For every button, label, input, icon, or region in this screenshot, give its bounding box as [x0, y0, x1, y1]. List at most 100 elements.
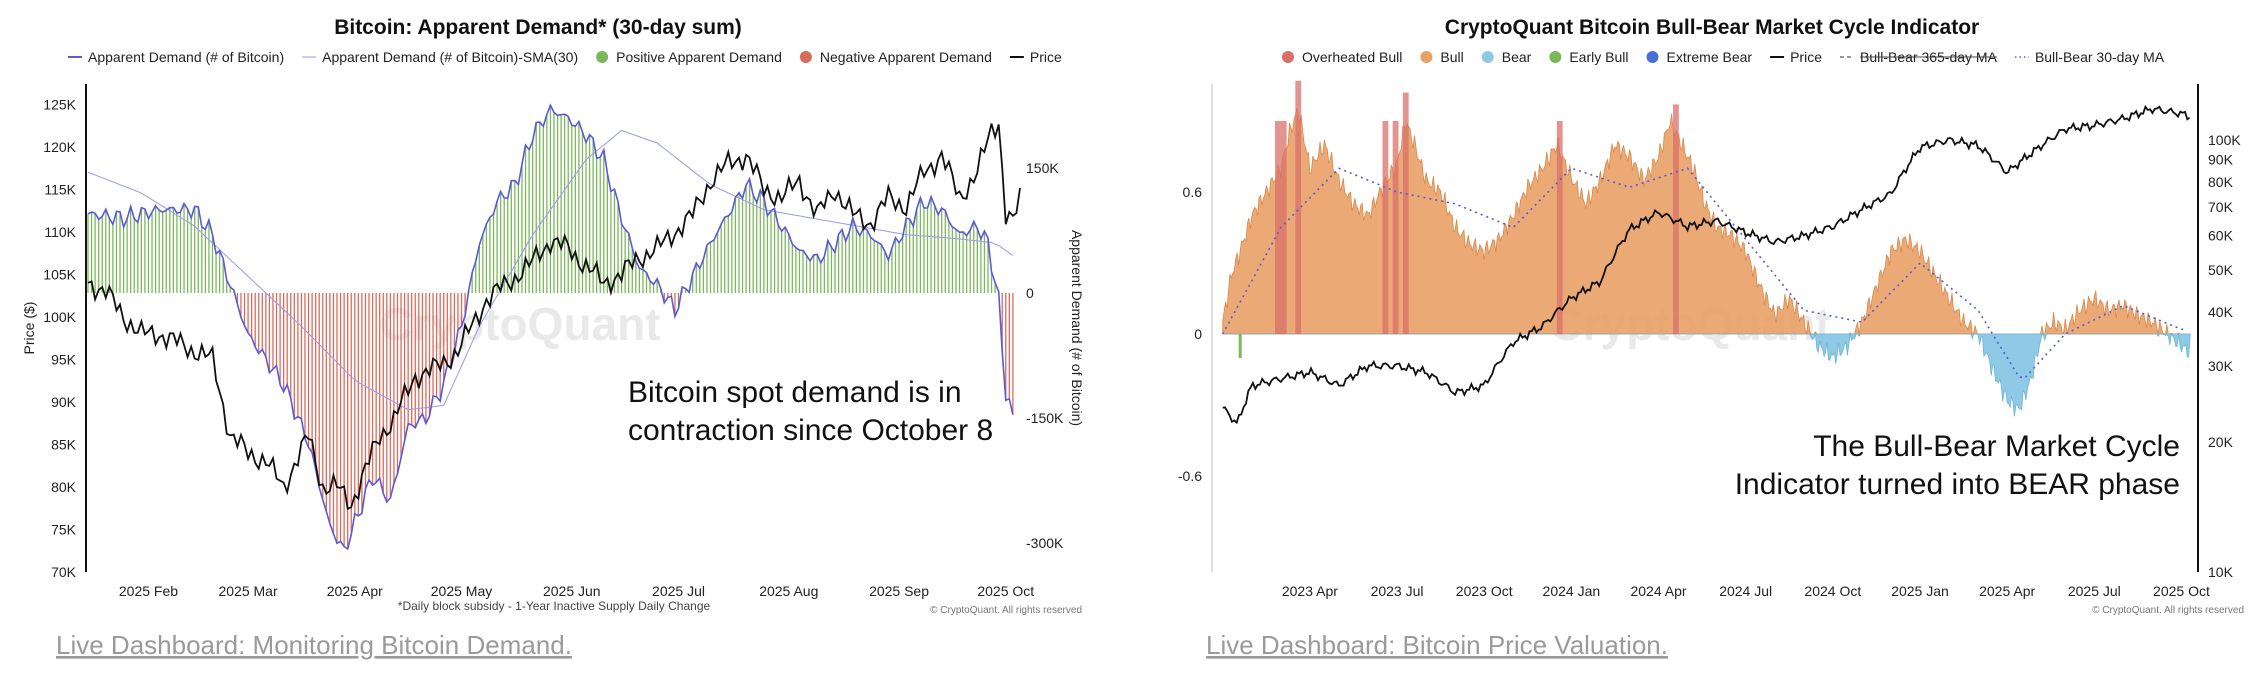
price-tick-label: 120K — [43, 139, 76, 155]
indicator-areas — [1222, 80, 2191, 417]
left-watermark: CryptoQuant — [379, 298, 660, 350]
right-ylabel: Apparent Demand (# of Bitcoin) — [1069, 230, 1085, 426]
price-tick-label: 75K — [51, 521, 77, 537]
demand-tick-label: -150K — [1026, 410, 1064, 426]
right-price-ticks: 100K 90K 80K 70K 60K 50K 40K 30K 20K 10K — [2208, 132, 2241, 580]
right-price-tick-label: 100K — [2208, 132, 2241, 148]
right-legend-label: Bear — [1502, 49, 1532, 65]
left-copyright: © CryptoQuant. All rights reserved — [930, 605, 1082, 616]
price-tick-label: 100K — [43, 309, 76, 325]
left-legend-label: Negative Apparent Demand — [820, 49, 992, 65]
left-legend-label: Positive Apparent Demand — [616, 49, 782, 65]
sma-line — [87, 129, 1014, 411]
left-legend-label: Price — [1030, 49, 1062, 65]
left-price-line — [87, 123, 1021, 511]
left-x-tick-label: 2025 Apr — [327, 583, 383, 599]
right-legend-item[interactable]: Early Bull — [1549, 49, 1628, 65]
early-bull-mark — [1238, 334, 1242, 358]
right-price-tick-label: 20K — [2208, 434, 2234, 450]
left-legend-item[interactable]: Negative Apparent Demand — [799, 49, 992, 65]
right-dashboard-link[interactable]: Live Dashboard: Bitcoin Price Valuation. — [1206, 630, 1668, 660]
left-x-tick-label: 2025 Mar — [218, 583, 277, 599]
price-tick-label: 70K — [51, 564, 77, 580]
left-x-tick-label: 2025 Aug — [759, 583, 818, 599]
right-x-tick-label: 2025 Jul — [2068, 583, 2121, 599]
right-x-tick-label: 2025 Oct — [2153, 583, 2210, 599]
price-tick-label: 115K — [44, 181, 76, 197]
right-price-tick-label: 60K — [2208, 228, 2234, 244]
right-legend-item[interactable]: Bull-Bear 365-day MA — [1839, 49, 1998, 65]
right-legend-item[interactable]: Bull — [1420, 49, 1464, 65]
right-x-tick-label: 2025 Apr — [1979, 583, 2035, 599]
right-legend-item[interactable]: Extreme Bear — [1646, 49, 1752, 65]
right-x-tick-label: 2023 Jul — [1371, 583, 1424, 599]
right-legend-item[interactable]: Overheated Bull — [1282, 49, 1402, 65]
indicator-ticks: 0.6 0 -0.6 — [1178, 184, 1202, 484]
right-legend[interactable]: Overheated Bull Bull Bear Early Bull Extreme… — [1282, 49, 2165, 65]
right-copyright: © CryptoQuant. All rights reserved — [2092, 605, 2244, 616]
price-tick-label: 85K — [51, 436, 77, 452]
overheated-bull-band — [1402, 92, 1409, 334]
indicator-tick-label: 0.6 — [1183, 184, 1203, 200]
left-x-tick-label: 2025 Oct — [977, 583, 1034, 599]
right-legend-label: Early Bull — [1569, 49, 1628, 65]
indicator-tick-label: -0.6 — [1178, 468, 1202, 484]
overheated-bull-band — [1556, 121, 1563, 334]
right-x-tick-label: 2025 Jan — [1891, 583, 1949, 599]
left-annotation-line-1: Bitcoin spot demand is in — [628, 376, 962, 409]
right-x-tick-label: 2023 Oct — [1456, 583, 1513, 599]
left-legend-item[interactable]: Positive Apparent Demand — [596, 49, 782, 65]
right-legend-item[interactable]: Bull-Bear 30-day MA — [2014, 49, 2165, 65]
left-annotation-line-2: contraction since October 8 — [628, 414, 993, 447]
overheated-bull-band — [1673, 104, 1679, 334]
right-price-tick-label: 40K — [2208, 304, 2234, 320]
left-price-ticks: 125K 120K 115K 110K 105K 100K 95K 90K 85K 80K 75K 7… — [43, 96, 76, 580]
left-x-tick-label: 2025 May — [431, 583, 492, 599]
left-legend-item[interactable]: Apparent Demand (# of Bitcoin)-SMA(30) — [302, 49, 578, 65]
left-legend-item[interactable]: Apparent Demand (# of Bitcoin) — [68, 49, 284, 65]
right-price-tick-label: 50K — [2208, 262, 2234, 278]
right-legend-label: Bull — [1440, 49, 1463, 65]
price-tick-label: 110K — [44, 224, 76, 240]
right-price-line — [1222, 104, 2191, 425]
left-legend-label: Apparent Demand (# of Bitcoin)-SMA(30) — [322, 49, 578, 65]
right-price-tick-label: 90K — [2208, 152, 2234, 168]
left-legend-item[interactable]: Price — [1009, 49, 1062, 65]
left-chart: Bitcoin: Apparent Demand* (30-day sum) A… — [21, 16, 1085, 660]
right-annotation-line-1: The Bull-Bear Market Cycle — [1813, 430, 2180, 463]
price-tick-label: 95K — [51, 351, 77, 367]
right-legend-item[interactable]: Price — [1770, 49, 1822, 65]
right-x-tick-label: 2023 Apr — [1282, 583, 1338, 599]
right-legend-label: Extreme Bear — [1666, 49, 1752, 65]
right-x-tick-label: 2024 Apr — [1630, 583, 1686, 599]
left-dashboard-link[interactable]: Live Dashboard: Monitoring Bitcoin Deman… — [56, 630, 572, 660]
right-legend-item[interactable]: Bear — [1481, 49, 1532, 65]
demand-tick-label: 0 — [1026, 285, 1034, 301]
right-chart-title: CryptoQuant Bitcoin Bull-Bear Market Cyc… — [1445, 16, 1979, 39]
left-x-tick-label: 2025 Jul — [652, 583, 705, 599]
right-x-tick-label: 2024 Jan — [1543, 583, 1601, 599]
right-legend-label: Overheated Bull — [1302, 49, 1402, 65]
demand-line — [87, 103, 1014, 551]
overheated-bull-band — [1295, 80, 1302, 335]
right-x-tick-label: 2024 Jul — [1719, 583, 1772, 599]
demand-tick-label: -300K — [1026, 535, 1064, 551]
right-x-ticks: 2023 Apr 2023 Jul 2023 Oct 2024 Jan 2024 Apr… — [1282, 583, 2210, 599]
right-price-tick-label: 30K — [2208, 358, 2234, 374]
right-chart: CryptoQuant Bitcoin Bull-Bear Market Cyc… — [1178, 16, 2244, 660]
ma30-line — [1221, 167, 2188, 380]
right-price-tick-label: 70K — [2208, 199, 2234, 215]
left-demand-ticks: 150K 0 -150K -300K — [1026, 160, 1064, 551]
left-legend[interactable]: Apparent Demand (# of Bitcoin) Apparent D… — [68, 49, 1062, 65]
left-ylabel: Price ($) — [21, 302, 37, 355]
right-x-tick-label: 2024 Oct — [1804, 583, 1861, 599]
left-x-tick-label: 2025 Jun — [543, 583, 601, 599]
right-price-tick-label: 80K — [2208, 174, 2234, 190]
left-x-tick-label: 2025 Feb — [119, 583, 178, 599]
right-price-tick-label: 10K — [2208, 564, 2234, 580]
right-legend-label: Bull-Bear 30-day MA — [2035, 49, 2165, 65]
overheated-bull-band — [1392, 121, 1399, 334]
price-tick-label: 90K — [51, 394, 77, 410]
left-x-ticks: 2025 Feb 2025 Mar 2025 Apr 2025 May 2025 Jun… — [119, 583, 1034, 599]
